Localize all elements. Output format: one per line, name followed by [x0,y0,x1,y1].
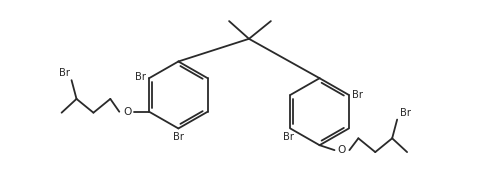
Text: Br: Br [135,72,146,82]
Text: Br: Br [283,132,294,142]
Text: Br: Br [173,132,184,142]
Text: O: O [337,145,346,155]
Text: O: O [123,107,132,117]
Text: Br: Br [400,108,411,118]
Text: Br: Br [58,68,70,78]
Text: Br: Br [352,90,363,100]
